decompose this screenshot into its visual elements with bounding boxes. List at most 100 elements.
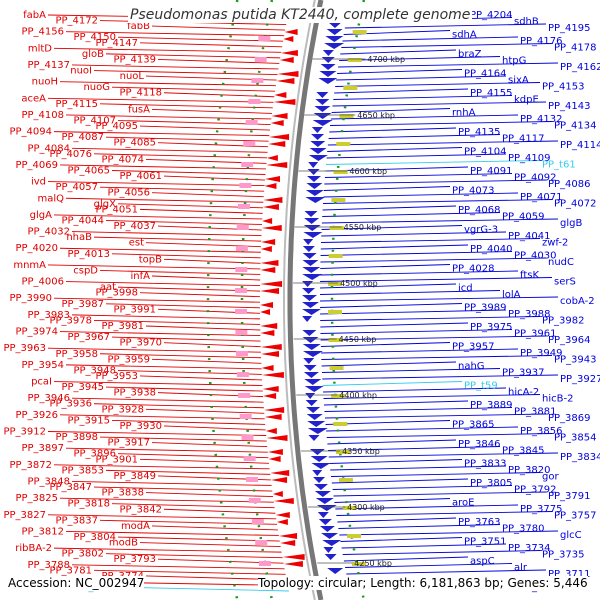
feature-block-right	[347, 58, 362, 62]
feature-block-left	[251, 78, 264, 83]
gene-label: modB	[109, 538, 138, 549]
connector-line	[320, 283, 457, 289]
connector-line	[325, 160, 541, 165]
feature-arrow-left	[273, 99, 296, 105]
gene-label: PP_3949	[520, 348, 563, 359]
feature-block-right	[336, 142, 351, 146]
gene-label: fabB	[127, 21, 150, 32]
feature-arrow-right	[302, 351, 323, 357]
connector-line	[99, 436, 267, 442]
feature-arrow-right	[304, 379, 322, 385]
connector-line	[145, 325, 261, 331]
feature-arrow-left	[270, 120, 284, 126]
connector-line	[59, 331, 261, 336]
gene-label: PP_3915	[67, 415, 110, 426]
connector-line	[322, 212, 501, 217]
connector-line	[320, 342, 451, 347]
connector-line	[320, 277, 553, 282]
connector-line	[338, 62, 559, 68]
gene-label: PP_4195	[548, 23, 591, 34]
gene-label: PP_3898	[55, 432, 98, 443]
connector-line	[321, 218, 559, 224]
gene-label: PP_4013	[67, 249, 110, 260]
gene-label: PP_4069	[15, 160, 58, 171]
gene-label: glgA	[30, 210, 52, 221]
connector-line	[105, 469, 271, 475]
gene-label: PP_3834	[560, 452, 600, 463]
gene-label: PP_4044	[61, 215, 104, 226]
connector-line	[65, 364, 262, 370]
gene-label: PP_3989	[464, 303, 507, 314]
connector-line	[93, 486, 273, 492]
connector-line	[105, 553, 283, 559]
gene-label: PP_3711	[548, 569, 591, 580]
gene-label: PP_3961	[514, 329, 557, 340]
gene-label: PP_4020	[15, 243, 58, 254]
gene-label: PP_3780	[502, 524, 545, 535]
feature-arrow-left	[283, 561, 303, 567]
feature-block-left	[255, 540, 268, 545]
gene-label: PP_3975	[470, 322, 513, 333]
feature-block-left	[248, 99, 261, 104]
gene-label: PP_3865	[452, 420, 495, 431]
gene-label: PP_4037	[113, 221, 156, 232]
gene-label: PP_4087	[61, 132, 104, 143]
feature-arrow-left	[260, 267, 276, 273]
feature-arrow-right	[302, 295, 318, 301]
gene-label: gloB	[82, 49, 104, 60]
gene-label: PP_4178	[554, 43, 597, 54]
feature-block-left	[243, 141, 256, 146]
gene-label: modA	[121, 521, 150, 532]
feature-block-right	[342, 506, 357, 510]
connector-line	[339, 530, 559, 536]
gene-label: PP_4084	[27, 143, 70, 154]
connector-line	[327, 439, 457, 445]
gene-label: PP_3896	[73, 449, 116, 460]
feature-arrow-left	[267, 449, 283, 455]
connector-line	[53, 131, 270, 137]
feature-arrow-left	[260, 344, 282, 350]
gene-label: PP_4059	[502, 212, 545, 223]
connector-line	[71, 481, 272, 486]
feature-arrow-right	[302, 288, 316, 294]
feature-arrow-right	[315, 498, 334, 504]
connector-line	[93, 569, 286, 575]
connector-line	[65, 31, 285, 37]
gene-label: PP_3734	[508, 543, 551, 554]
gene-label: PP_4085	[113, 138, 156, 149]
feature-block-left	[235, 267, 248, 272]
feature-arrow-left	[283, 36, 294, 42]
feature-arrow-right	[315, 99, 330, 105]
feature-arrow-right	[310, 141, 326, 147]
connector-line	[321, 368, 501, 373]
connector-line	[53, 547, 282, 553]
feature-arrow-right	[302, 344, 321, 350]
connector-line	[105, 303, 261, 309]
gene-label: ivd	[31, 177, 46, 188]
connector-line	[65, 531, 279, 536]
ruler-label: 4450 kbp	[339, 335, 377, 344]
feature-arrow-left	[263, 393, 277, 399]
connector-line	[71, 314, 261, 320]
sequence-ruler: 4700 kbp 4650 kbp 4600 kbp 4550 kbp 4500 kbp…	[293, 55, 405, 568]
feature-arrow-right	[302, 260, 319, 266]
connector-line	[321, 238, 541, 243]
feature-block-right	[352, 30, 367, 34]
connector-line	[47, 514, 277, 520]
gene-label: serS	[554, 277, 576, 288]
feature-arrow-right	[303, 372, 319, 378]
connector-line	[324, 179, 547, 185]
gene-label: aat	[100, 282, 116, 293]
feature-arrow-right	[308, 155, 328, 161]
gene-label: PP_3981	[101, 321, 144, 332]
feature-arrow-right	[302, 274, 323, 280]
feature-block-left	[236, 372, 249, 377]
connector-line	[339, 56, 501, 61]
gene-label: glcC	[560, 530, 582, 541]
feature-arrow-right	[302, 246, 315, 252]
gene-label: PP_3988	[508, 309, 551, 320]
connector-line	[321, 355, 553, 360]
gene-label: pcaI	[31, 377, 52, 388]
feature-arrow-right	[306, 414, 323, 420]
